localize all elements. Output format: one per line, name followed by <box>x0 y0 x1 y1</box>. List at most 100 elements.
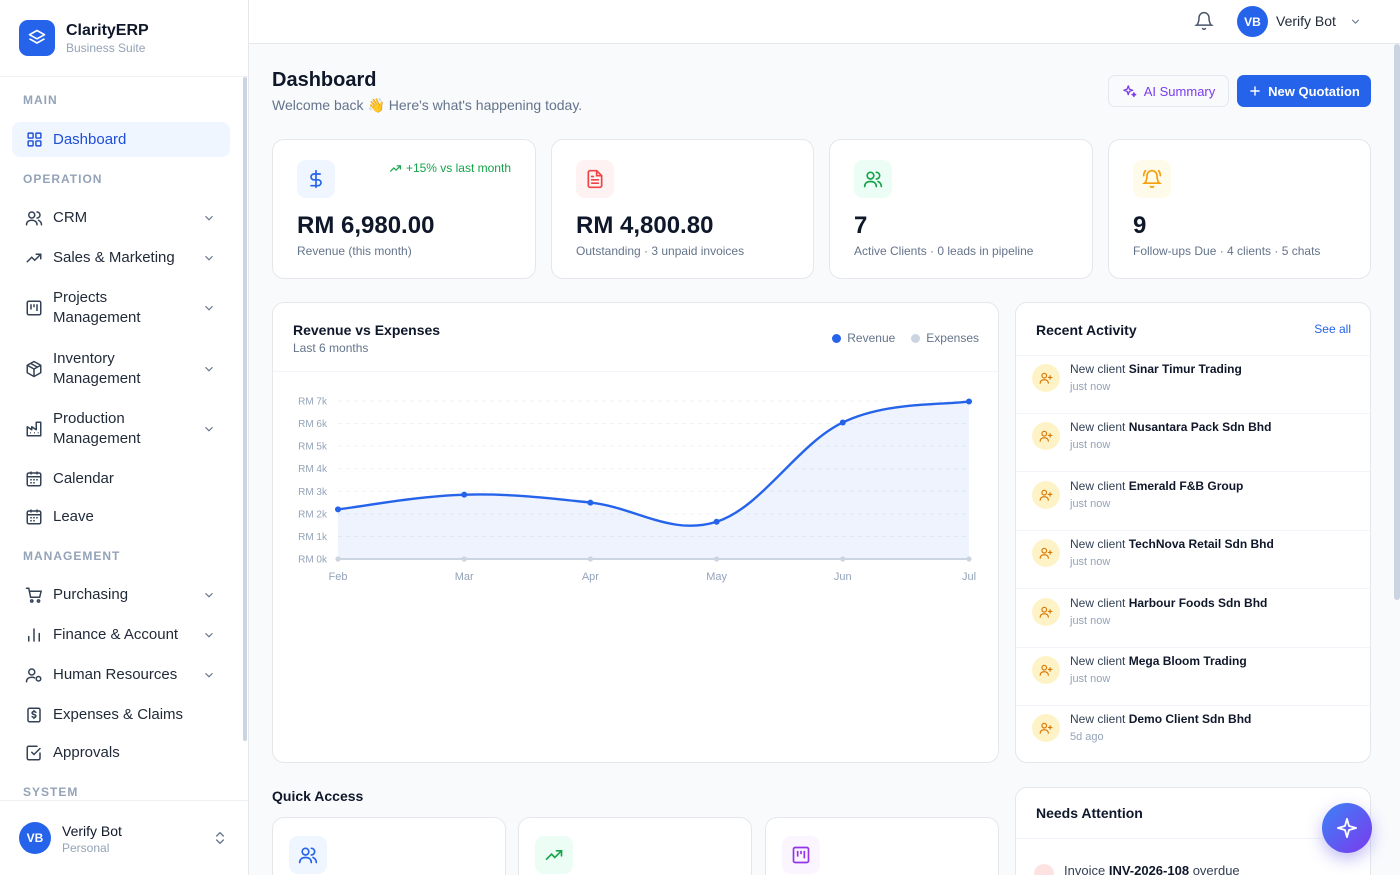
expenses-point <box>714 556 720 562</box>
sidebar: ClarityERP Business Suite MAIN Dashboard… <box>0 0 249 875</box>
activity-text: New client TechNova Retail Sdn Bhd <box>1070 537 1274 551</box>
activity-text: New client Demo Client Sdn Bhd <box>1070 712 1251 726</box>
ai-assistant-fab[interactable] <box>1322 803 1372 853</box>
user-plus-icon <box>1032 597 1060 626</box>
activity-prefix: New client <box>1070 537 1126 552</box>
revenue-point <box>587 499 594 506</box>
activity-client-name: Nusantara Pack Sdn Bhd <box>1128 420 1272 435</box>
new-quotation-label: New Quotation <box>1268 83 1360 99</box>
stat-card-follow-ups[interactable]: 9 Follow-ups Due · 4 clients · 5 chats <box>1108 139 1371 279</box>
chevron-down-icon[interactable] <box>1349 15 1362 33</box>
y-tick-label: RM 5k <box>298 442 328 453</box>
activity-client-name: Sinar Timur Trading <box>1128 362 1242 376</box>
sidebar-item-crm[interactable]: CRM <box>12 199 230 237</box>
attention-invoice-id: INV-2026-108 <box>1108 863 1190 875</box>
brand-name: ClarityERP <box>66 22 149 39</box>
stat-label: Revenue (this month) <box>297 244 412 258</box>
attention-item[interactable]: Invoice INV-2026-108 overdue <box>1064 863 1240 875</box>
user-plus-icon <box>1032 539 1060 568</box>
user-plus-icon <box>1032 364 1060 392</box>
y-tick-label: RM 0k <box>298 555 328 566</box>
sidebar-item-expenses[interactable]: Expenses & Claims <box>12 696 230 734</box>
trending-up-icon <box>535 836 573 874</box>
quick-access-sales[interactable] <box>518 817 752 875</box>
layers-logo-icon <box>19 20 55 56</box>
sidebar-item-production[interactable]: Production Management <box>12 408 230 450</box>
sidebar-item-purchasing[interactable]: Purchasing <box>12 576 230 614</box>
attention-suffix: overdue <box>1192 863 1240 875</box>
stat-value: 9 <box>1133 212 1147 239</box>
sidebar-item-label-wrap: Production Management <box>53 409 202 449</box>
sidebar-item-finance[interactable]: Finance & Account <box>12 616 230 654</box>
workspace-name: Personal <box>62 841 110 855</box>
activity-text: New client Harbour Foods Sdn Bhd <box>1070 596 1267 610</box>
x-tick-label: Jul <box>962 571 976 583</box>
activity-prefix: New client <box>1070 362 1126 376</box>
sidebar-item-label: Finance & Account <box>53 626 179 643</box>
chevron-down-icon <box>202 422 216 436</box>
sidebar-item-sales-marketing[interactable]: Sales & Marketing <box>12 239 230 277</box>
sidebar-item-label-wrap: Projects Management <box>53 288 202 328</box>
chevron-down-icon <box>202 362 216 376</box>
activity-item[interactable]: New client Nusantara Pack Sdn Bhd just no… <box>1016 414 1370 473</box>
y-tick-label: RM 2k <box>298 509 328 520</box>
x-tick-label: Feb <box>329 571 348 583</box>
activity-item[interactable]: New client Sinar Timur Trading just now <box>1016 356 1370 414</box>
bell-icon[interactable] <box>1194 11 1214 36</box>
main-scrollbar[interactable] <box>1394 44 1400 600</box>
activity-time: just now <box>1070 614 1111 627</box>
trend-badge: +15% vs last month <box>389 161 511 175</box>
stat-card-active-clients[interactable]: 7 Active Clients · 0 leads in pipeline <box>829 139 1093 279</box>
sidebar-item-projects[interactable]: Projects Management <box>12 287 230 329</box>
sidebar-scrollbar[interactable] <box>243 77 247 741</box>
sidebar-item-label: Purchasing <box>53 586 129 603</box>
factory-icon <box>24 419 44 439</box>
legend-item-revenue[interactable]: Revenue <box>832 331 895 345</box>
activity-text: New client Nusantara Pack Sdn Bhd <box>1070 420 1271 434</box>
activity-text: New client Sinar Timur Trading <box>1070 362 1242 376</box>
quick-access-projects[interactable] <box>765 817 999 875</box>
trending-up-icon <box>389 162 402 175</box>
users-icon <box>854 160 892 198</box>
sidebar-item-dashboard[interactable]: Dashboard <box>12 122 230 157</box>
ai-summary-button[interactable]: AI Summary <box>1108 75 1229 107</box>
activity-divider <box>1016 355 1370 356</box>
avatar: VB <box>19 822 51 854</box>
chevron-down-icon <box>202 588 216 602</box>
revenue-chart-plot: RM 0k RM 1k RM 2k RM 3k RM 4k RM 5k RM 6k RM 7k… <box>298 397 976 584</box>
sidebar-item-approvals[interactable]: Approvals <box>12 734 230 772</box>
dollar-icon <box>297 160 335 198</box>
sidebar-item-human-resources[interactable]: Human Resources <box>12 656 230 694</box>
legend-item-expenses[interactable]: Expenses <box>911 331 979 345</box>
sidebar-item-inventory[interactable]: Inventory Management <box>12 348 230 390</box>
user-name: Verify Bot <box>62 823 122 839</box>
activity-client-name: Demo Client Sdn Bhd <box>1128 712 1252 727</box>
chart-title: Revenue vs Expenses <box>293 322 441 338</box>
stat-label: Follow-ups Due · 4 clients · 5 chats <box>1133 244 1321 258</box>
activity-title: Recent Activity <box>1036 322 1137 338</box>
see-all-link[interactable]: See all <box>1314 322 1351 336</box>
activity-text: New client Emerald F&B Group <box>1070 479 1243 493</box>
section-main: MAIN <box>23 93 58 107</box>
avatar[interactable]: VB <box>1237 6 1268 37</box>
expenses-point <box>335 556 341 562</box>
stat-label: Active Clients · 0 leads in pipeline <box>854 244 1034 258</box>
activity-item[interactable]: New client Harbour Foods Sdn Bhd just now <box>1016 590 1370 648</box>
new-quotation-button[interactable]: New Quotation <box>1237 75 1371 107</box>
revenue-point <box>713 518 720 525</box>
activity-item[interactable]: New client TechNova Retail Sdn Bhd just n… <box>1016 531 1370 590</box>
stat-card-revenue[interactable]: +15% vs last month RM 6,980.00 Revenue (… <box>272 139 536 279</box>
chart-divider <box>273 371 998 372</box>
quick-access-clients[interactable] <box>272 817 506 875</box>
sidebar-item-calendar[interactable]: Calendar <box>12 460 230 498</box>
activity-item[interactable]: New client Emerald F&B Group just now <box>1016 473 1370 531</box>
activity-client-name: Emerald F&B Group <box>1128 478 1244 493</box>
sidebar-item-leave[interactable]: Leave <box>12 498 230 536</box>
activity-item[interactable]: New client Mega Bloom Trading just now <box>1016 648 1370 706</box>
stat-card-outstanding[interactable]: RM 4,800.80 Outstanding · 3 unpaid invoi… <box>551 139 814 279</box>
file-text-icon <box>576 160 614 198</box>
workspace-switcher[interactable]: VB Verify Bot Personal <box>0 800 248 875</box>
user-menu-name[interactable]: Verify Bot <box>1276 13 1336 29</box>
section-management: MANAGEMENT <box>23 549 121 563</box>
activity-item[interactable]: New client Demo Client Sdn Bhd 5d ago <box>1016 706 1370 762</box>
